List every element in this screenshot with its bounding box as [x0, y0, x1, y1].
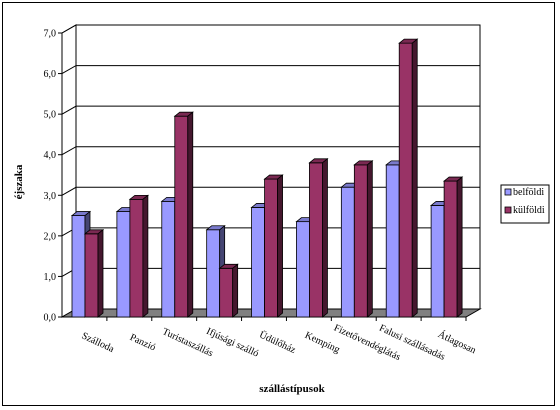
x-tick-label: Ifjúsági szálló	[205, 326, 261, 360]
gridline	[61, 24, 480, 34]
bar	[340, 186, 355, 318]
bar	[129, 198, 144, 318]
x-axis-title: szállástípusok	[259, 383, 325, 395]
x-tick-label: Szálloda	[80, 330, 116, 355]
bar	[430, 205, 445, 318]
bar	[116, 211, 131, 318]
gridline	[61, 146, 480, 156]
bar	[443, 180, 458, 318]
legend-swatch	[504, 206, 512, 214]
y-tick-label: 7,0	[44, 29, 57, 40]
legend-swatch	[504, 188, 512, 196]
legend-label: belföldi	[513, 187, 544, 198]
y-tick-label: 2,0	[44, 231, 57, 242]
bar-side	[322, 157, 328, 318]
bar	[161, 200, 176, 318]
bar	[353, 164, 368, 318]
y-tick-label: 4,0	[44, 150, 57, 161]
y-tick-label: 0,0	[44, 313, 57, 324]
x-tick-label: Panzió	[128, 332, 157, 353]
bar-side	[142, 194, 149, 318]
bar	[296, 221, 310, 318]
bar	[398, 42, 413, 318]
bar-side	[232, 263, 239, 318]
y-axis-ticks: 0,0 1,0 2,0 3,0 4,0 5,0 6,0 7,0	[44, 29, 63, 324]
bar	[385, 164, 400, 318]
bars	[70, 38, 464, 318]
y-tick-label: 1,0	[44, 272, 57, 283]
bar	[174, 115, 189, 318]
bar-side	[411, 38, 418, 318]
bar	[206, 229, 221, 318]
bar-side	[277, 174, 283, 318]
bar	[219, 267, 234, 318]
bar	[264, 178, 278, 318]
y-tick-label: 5,0	[44, 110, 57, 121]
gridline	[61, 105, 480, 115]
bar-side	[187, 111, 194, 318]
y-tick-label: 6,0	[44, 69, 57, 80]
y-axis-title: éjszaka	[13, 164, 25, 199]
legend: belföldi külföldi	[500, 184, 550, 224]
bar	[251, 207, 265, 318]
bar	[309, 162, 323, 318]
x-tick-label: Üdülőház	[257, 329, 298, 357]
bar	[71, 215, 86, 318]
legend-label: külföldi	[513, 205, 545, 216]
bar	[84, 233, 99, 318]
gridline	[61, 65, 480, 75]
bar-side	[97, 228, 104, 318]
bar-side	[366, 160, 373, 318]
bar-side	[456, 176, 463, 318]
y-tick-label: 3,0	[44, 191, 57, 202]
